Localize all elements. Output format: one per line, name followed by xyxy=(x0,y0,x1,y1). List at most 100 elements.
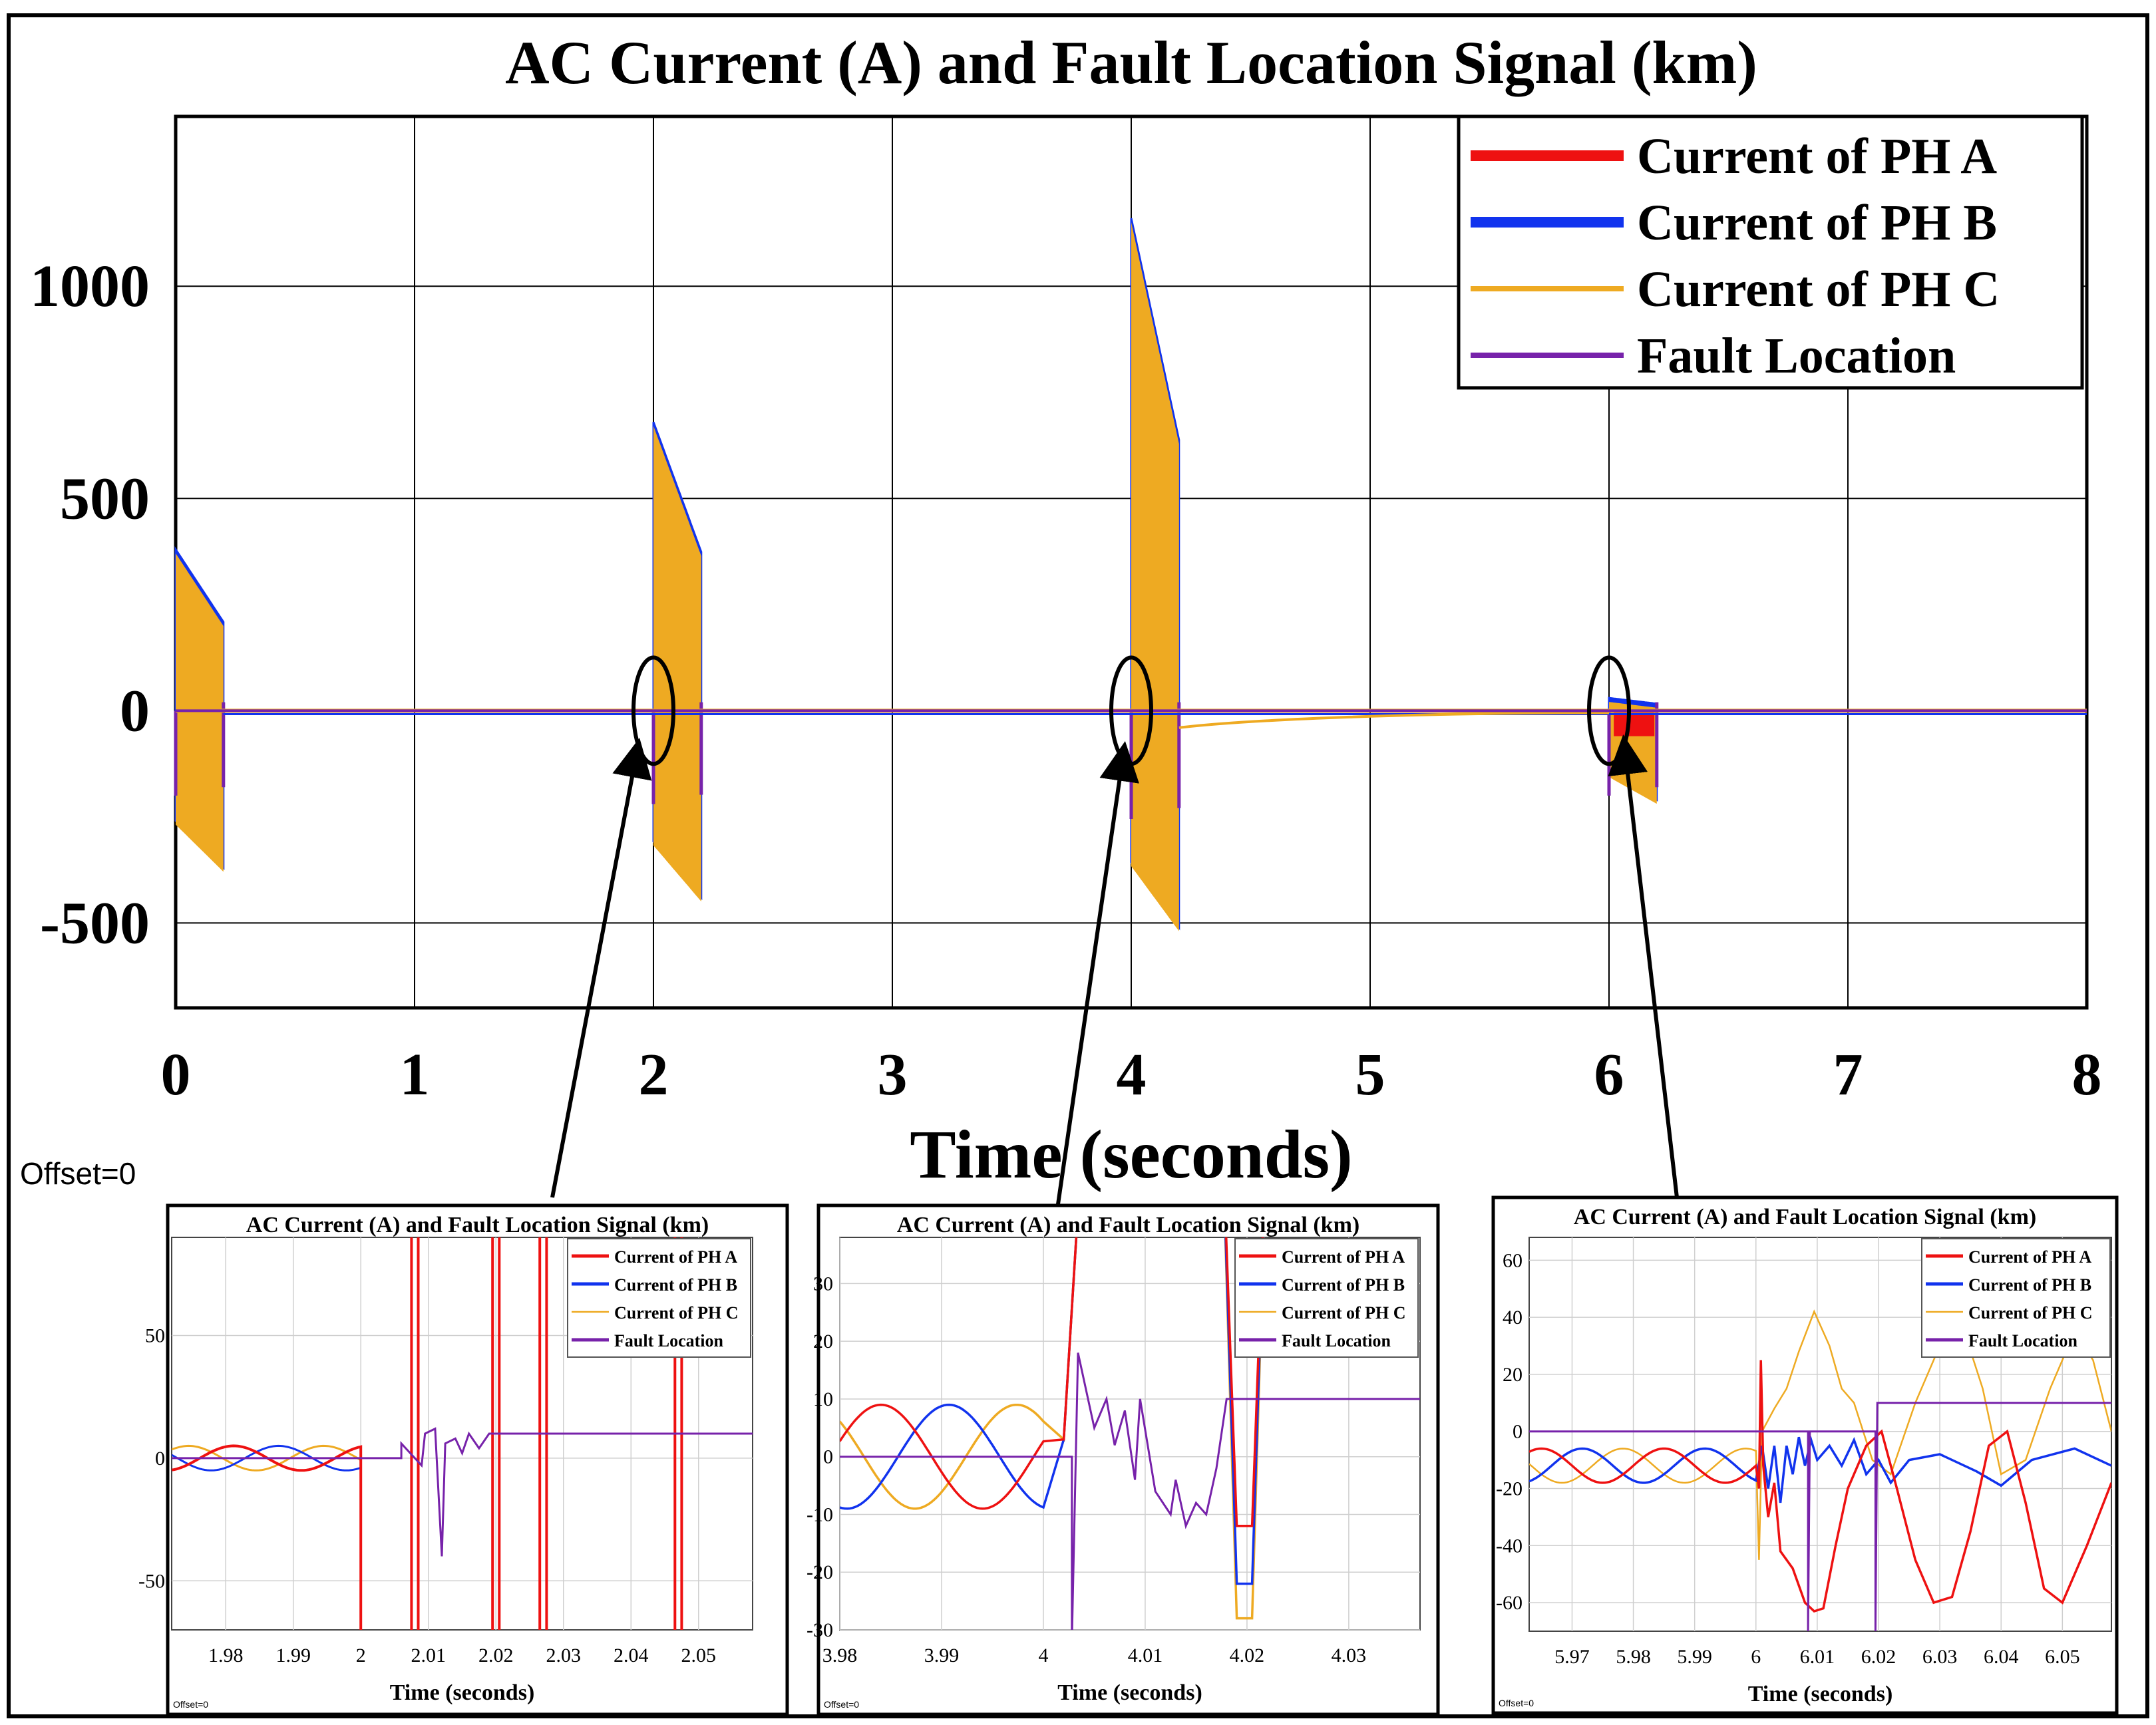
inset-y-tick-label: 50 xyxy=(145,1325,165,1347)
figure-frame xyxy=(7,13,2149,1718)
main-x-tick-label: 3 xyxy=(878,1042,908,1108)
main-x-tick-label: 6 xyxy=(1594,1042,1624,1108)
inset-x-tick-label: 6.03 xyxy=(1922,1646,1958,1668)
inset-legend-label: Current of PH A xyxy=(1968,1247,2091,1267)
inset-series-phb xyxy=(840,1237,1265,1585)
inset-y-tick-label: 10 xyxy=(813,1388,833,1410)
inset-legend-label: Fault Location xyxy=(1968,1331,2077,1350)
inset-legend-label: Current of PH B xyxy=(614,1275,737,1295)
inset-title: AC Current (A) and Fault Location Signal… xyxy=(1574,1205,2036,1229)
inset-x-tick-label: 2.02 xyxy=(478,1645,514,1666)
inset-x-tick-label: 6.04 xyxy=(1984,1646,2019,1668)
inset-x-tick-label: 1.99 xyxy=(275,1645,311,1666)
main-x-tick-label: 1 xyxy=(400,1042,430,1108)
inset-legend-label: Current of PH C xyxy=(1282,1303,1406,1323)
inset-x-tick-label: 4.03 xyxy=(1332,1645,1367,1666)
inset-y-tick-label: 0 xyxy=(155,1448,165,1470)
inset-x-tick-label: 3.98 xyxy=(822,1645,858,1666)
inset-x-tick-label: 4.01 xyxy=(1128,1645,1163,1666)
main-phase-c-recovery xyxy=(1178,711,1610,729)
inset-offset-label: Offset=0 xyxy=(824,1699,859,1710)
inset-x-tick-label: 3.99 xyxy=(924,1645,960,1666)
insets: AC Current (A) and Fault Location Signal… xyxy=(138,1195,2119,1716)
inset-x-tick-label: 1.98 xyxy=(208,1645,244,1666)
inset-x-axis-label: Time (seconds) xyxy=(1057,1680,1202,1705)
inset-series-phc xyxy=(1529,1309,2111,1560)
main-y-tick-label: -500 xyxy=(40,890,150,956)
main-legend-label: Current of PH A xyxy=(1637,128,1997,184)
annotation-arrow xyxy=(1056,741,1139,1205)
inset-series-phb xyxy=(1529,1435,2111,1503)
inset-series-group xyxy=(840,1237,1420,1630)
inset-x-tick-label: 5.97 xyxy=(1554,1646,1590,1668)
inset-series-group xyxy=(172,1237,753,1630)
inset-y-tick-label: 0 xyxy=(1513,1421,1523,1443)
inset-y-tick-label: -60 xyxy=(1496,1592,1523,1614)
inset-x-tick-label: 4 xyxy=(1038,1645,1048,1666)
main-title: AC Current (A) and Fault Location Signal… xyxy=(505,29,1757,96)
inset-chart-3: AC Current (A) and Fault Location Signal… xyxy=(1491,1195,2119,1715)
inset-y-tick-label: 40 xyxy=(1503,1307,1523,1329)
inset-legend-label: Current of PH C xyxy=(614,1303,739,1323)
inset-title: AC Current (A) and Fault Location Signal… xyxy=(246,1213,709,1237)
inset-offset-label: Offset=0 xyxy=(1499,1698,1534,1708)
inset-x-tick-label: 2.05 xyxy=(681,1645,717,1666)
inset-x-tick-label: 5.99 xyxy=(1677,1646,1712,1668)
inset-y-tick-label: -50 xyxy=(138,1570,165,1592)
inset-series-fault xyxy=(1529,1402,2111,1631)
annotation-arrow xyxy=(1608,734,1679,1198)
inset-x-tick-label: 6 xyxy=(1751,1646,1761,1668)
inset-chart-1: AC Current (A) and Fault Location Signal… xyxy=(138,1203,789,1716)
inset-x-tick-label: 6.05 xyxy=(2045,1646,2080,1668)
main-chart: AC Current (A) and Fault Location Signal… xyxy=(20,29,2102,1193)
inset-legend-box xyxy=(1921,1238,2111,1358)
inset-x-tick-label: 5.98 xyxy=(1616,1646,1651,1668)
inset-x-tick-label: 2 xyxy=(356,1645,366,1666)
inset-series-pha xyxy=(1529,1360,2111,1613)
inset-legend-label: Current of PH A xyxy=(614,1247,737,1267)
inset-series-group xyxy=(1529,1309,2111,1631)
main-y-tick-label: 500 xyxy=(60,466,150,532)
inset-y-tick-label: -10 xyxy=(807,1503,833,1525)
main-x-axis-label: Time (seconds) xyxy=(910,1116,1352,1193)
inset-legend-label: Fault Location xyxy=(1282,1331,1391,1350)
inset-y-tick-label: -20 xyxy=(1496,1478,1523,1500)
main-fault-marker-ellipse xyxy=(631,655,675,766)
inset-y-tick-label: 0 xyxy=(823,1446,833,1468)
inset-y-tick-label: -30 xyxy=(807,1619,833,1641)
main-x-tick-label: 0 xyxy=(161,1042,191,1108)
inset-series-phb xyxy=(172,1237,683,1630)
inset-y-tick-label: 20 xyxy=(1503,1364,1523,1386)
inset-x-axis-label: Time (seconds) xyxy=(390,1680,535,1705)
inset-chart-2: AC Current (A) and Fault Location Signal… xyxy=(807,1203,1440,1716)
main-x-tick-label: 4 xyxy=(1117,1042,1147,1108)
inset-x-tick-label: 2.04 xyxy=(614,1645,649,1666)
inset-legend-label: Fault Location xyxy=(614,1331,723,1350)
inset-series-fault xyxy=(840,1352,1420,1630)
inset-x-tick-label: 2.03 xyxy=(546,1645,582,1666)
inset-y-tick-label: 60 xyxy=(1503,1249,1523,1271)
inset-y-tick-label: 20 xyxy=(813,1331,833,1352)
inset-x-tick-label: 4.02 xyxy=(1230,1645,1265,1666)
inset-y-tick-label: 30 xyxy=(813,1273,833,1295)
main-x-tick-label: 5 xyxy=(1355,1042,1385,1108)
main-legend-label: Current of PH B xyxy=(1637,195,1997,251)
inset-title: AC Current (A) and Fault Location Signal… xyxy=(897,1213,1359,1237)
main-x-tick-label: 8 xyxy=(2072,1042,2102,1108)
inset-legend-box xyxy=(1234,1238,1419,1358)
inset-offset-label: Offset=0 xyxy=(173,1699,208,1710)
main-legend-label: Fault Location xyxy=(1637,328,1956,384)
inset-legend-label: Current of PH C xyxy=(1968,1303,2093,1323)
inset-legend-label: Current of PH B xyxy=(1282,1275,1405,1295)
main-phase-c-burst xyxy=(653,426,701,902)
inset-x-axis-label: Time (seconds) xyxy=(1748,1682,1893,1706)
inset-legend-label: Current of PH B xyxy=(1968,1275,2091,1295)
main-y-tick-label: 1000 xyxy=(30,253,150,319)
inset-y-tick-label: -40 xyxy=(1496,1535,1523,1557)
inset-x-tick-label: 2.01 xyxy=(411,1645,446,1666)
inset-y-tick-label: -20 xyxy=(807,1561,833,1583)
main-legend-label: Current of PH C xyxy=(1637,261,2000,317)
inset-series-pha xyxy=(840,1237,1264,1527)
inset-x-tick-label: 6.01 xyxy=(1800,1646,1835,1668)
